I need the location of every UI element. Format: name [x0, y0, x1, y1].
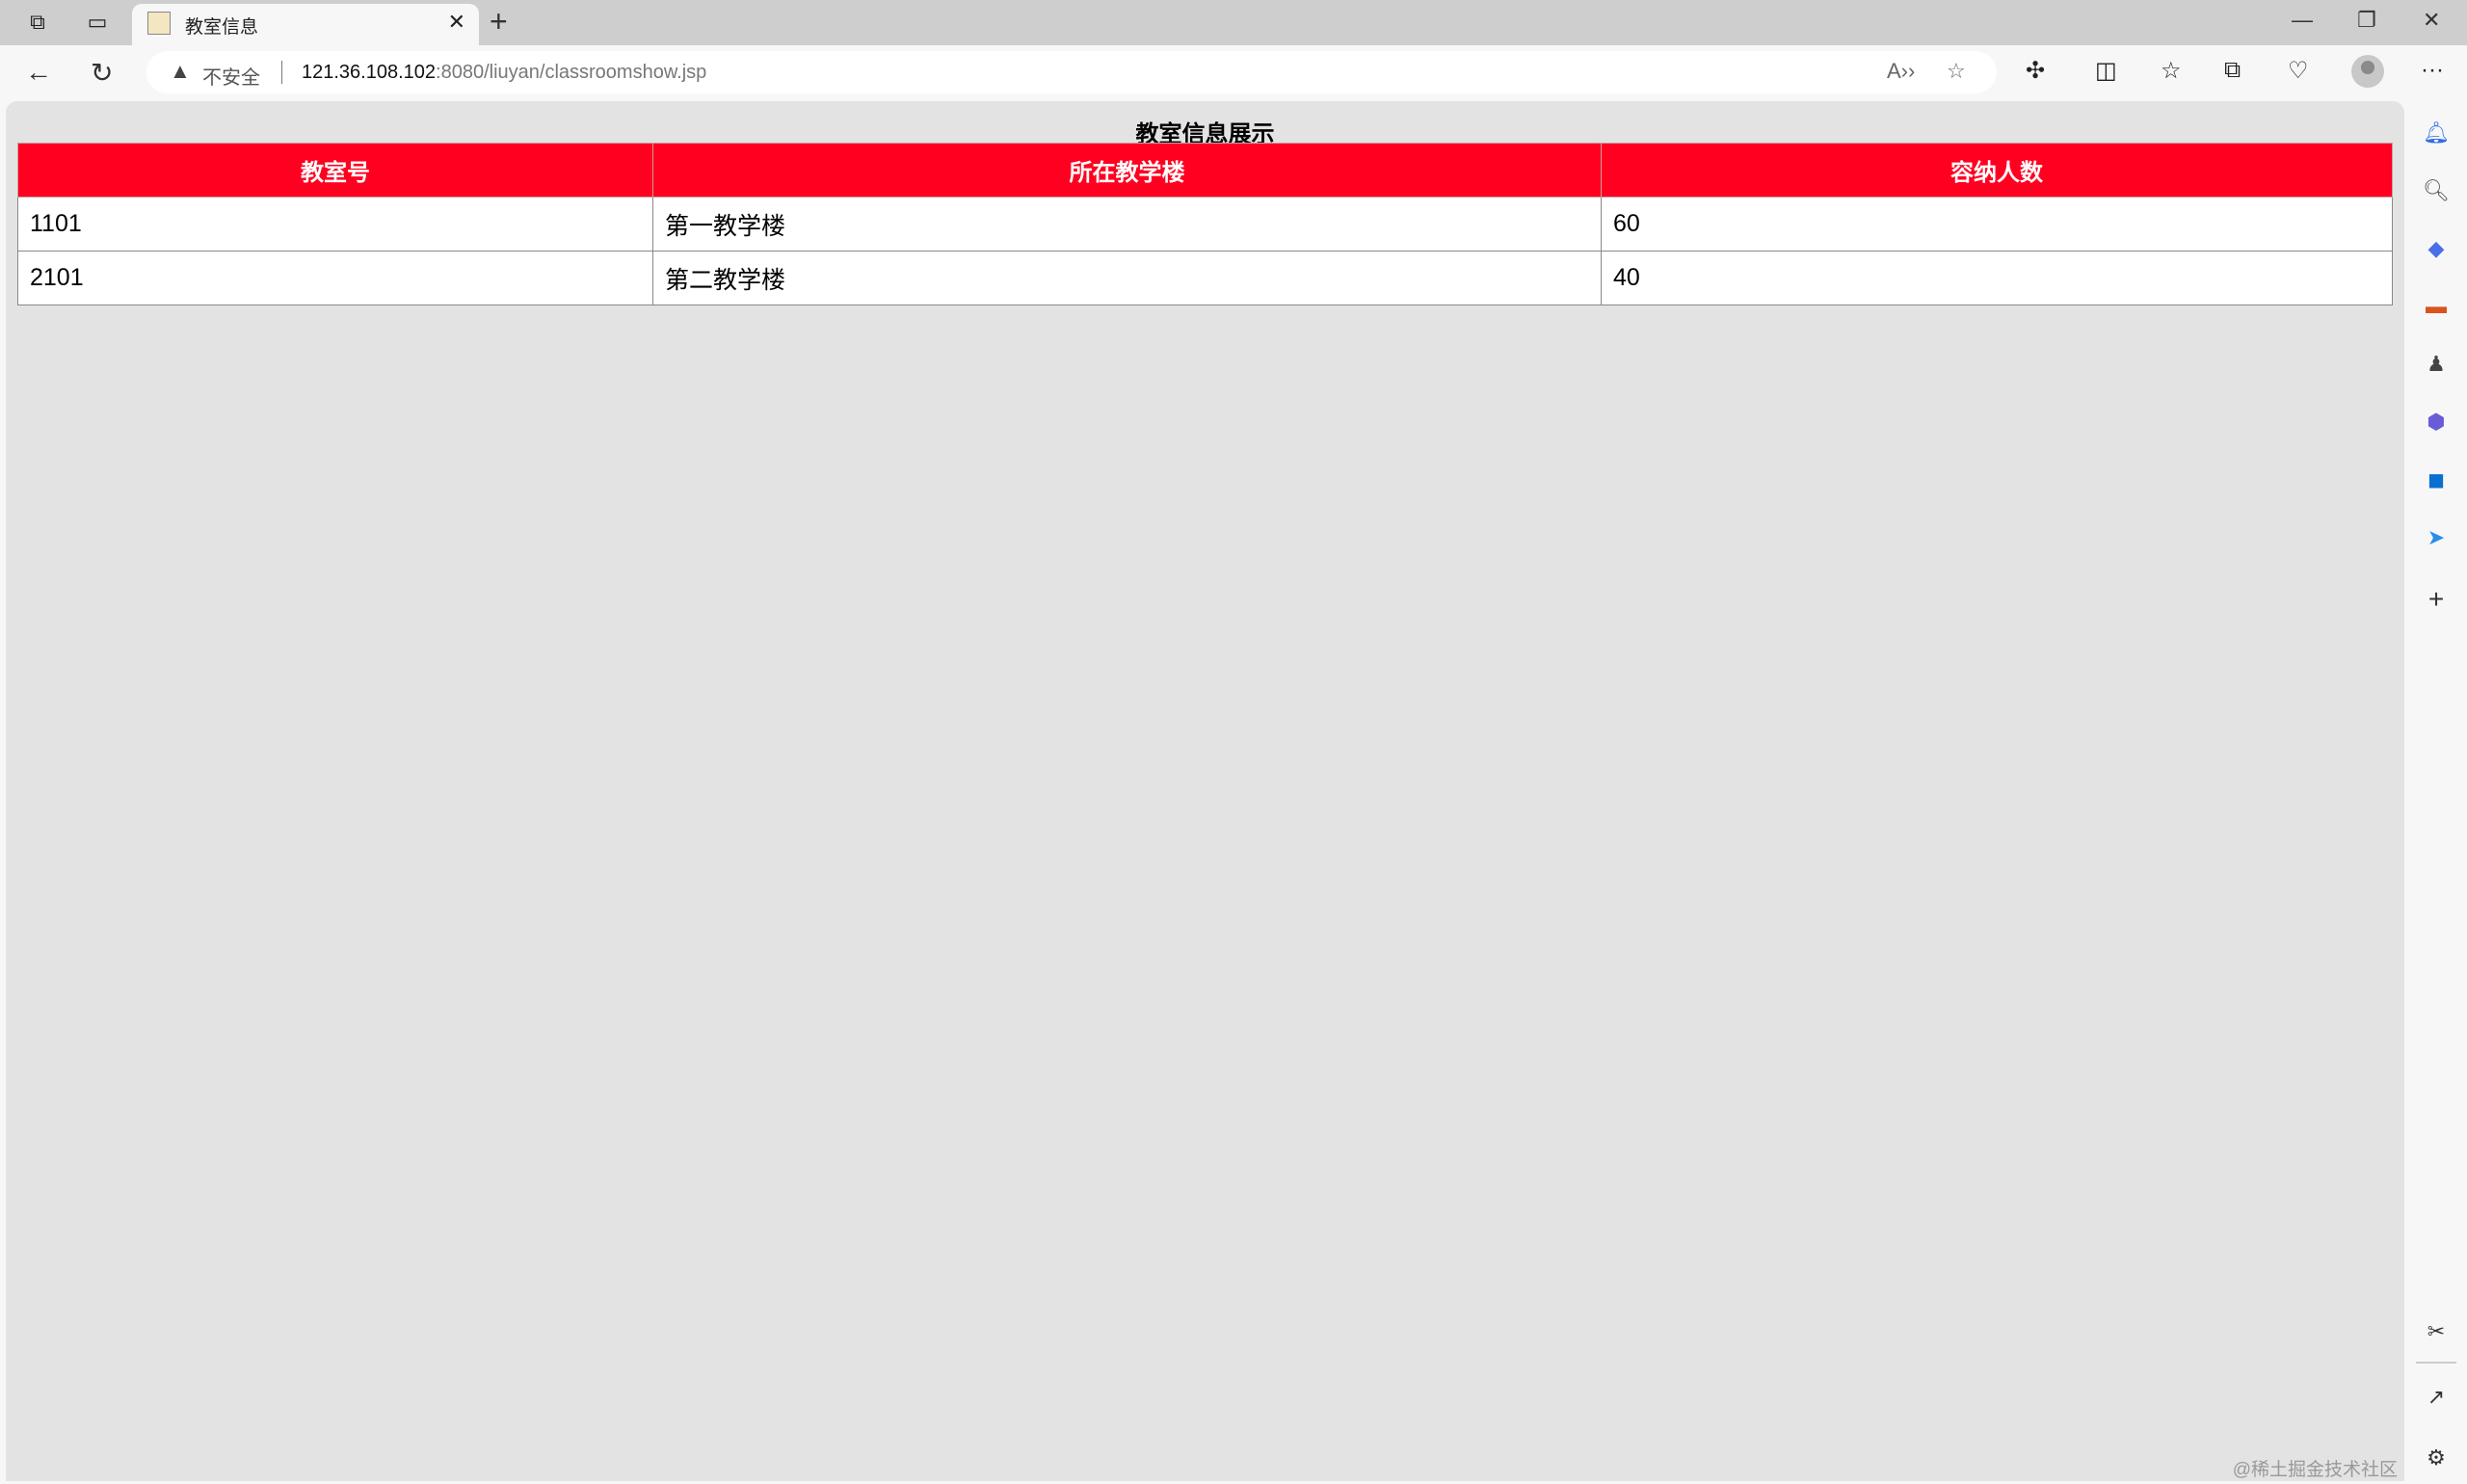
favorites-icon[interactable]: ☆ [2161, 58, 2182, 84]
url-host: 121.36.108.102 [302, 62, 437, 83]
vertical-tabs-icon[interactable]: ▭ [87, 10, 108, 34]
column-header: 容纳人数 [1601, 143, 2393, 198]
office-icon[interactable]: ⬢ [2427, 410, 2446, 434]
bell-icon[interactable]: 🔔︎ [2423, 120, 2450, 145]
table-cell: 60 [1601, 197, 2393, 252]
table-row: 1101 第一教学楼 60 [17, 197, 2393, 252]
browser-essentials-icon[interactable]: ♡ [2288, 58, 2309, 84]
avatar[interactable] [2351, 55, 2384, 88]
games-icon[interactable]: ♟ [2427, 352, 2446, 376]
extensions-icon[interactable]: ✣ [2026, 58, 2046, 84]
send-icon[interactable]: ➤ [2427, 525, 2446, 549]
close-tab-icon[interactable]: ✕ [447, 10, 465, 34]
tab-title: 教室信息 [185, 17, 259, 38]
read-aloud-icon[interactable]: A›› [1887, 59, 1916, 83]
tomcat-icon [147, 12, 171, 35]
collections-icon[interactable]: ⧉ [2224, 57, 2242, 83]
settings-icon[interactable]: ⚙ [2427, 1445, 2446, 1470]
table-row: 2101 第二教学楼 40 [17, 251, 2393, 305]
refresh-button[interactable]: ↻ [91, 58, 114, 88]
new-tab-button[interactable]: + [490, 4, 508, 39]
toolbox-icon[interactable]: ▬ [2426, 294, 2447, 318]
classroom-table: 教室号 所在教学楼 容纳人数 1101 第一教学楼 60 2101 第二教学楼 … [17, 143, 2393, 305]
close-window-button[interactable]: ✕ [2423, 8, 2441, 32]
back-button[interactable]: ← [25, 57, 52, 87]
table-cell: 第二教学楼 [652, 251, 1602, 305]
search-icon[interactable]: 🔍︎ [2423, 178, 2450, 202]
table-cell: 2101 [17, 251, 653, 305]
url-text[interactable]: 121.36.108.102:8080/liuyan/classroomshow… [302, 62, 706, 84]
tab-active[interactable]: 教室信息 ✕ [132, 4, 479, 45]
security-label[interactable]: 不安全 [202, 67, 260, 89]
table-cell: 40 [1601, 251, 2393, 305]
more-icon[interactable]: ··· [2421, 57, 2444, 83]
tab-bar: ⧉ ▭ 教室信息 ✕ + — ❐ ✕ [0, 0, 2467, 45]
edge-sidebar: 🔔︎ 🔍︎ ◆ ▬ ♟ ⬢ ◼ ➤ + ✂ ↗ ⚙ [2404, 101, 2467, 1484]
table-header: 教室号 所在教学楼 容纳人数 [17, 143, 2393, 198]
tag-icon[interactable]: ◆ [2427, 236, 2445, 260]
divider [281, 61, 282, 84]
add-icon[interactable]: + [2427, 584, 2445, 614]
address-bar[interactable]: ▲ 不安全 121.36.108.102:8080/liuyan/classro… [146, 51, 1997, 93]
watermark: @稀土掘金技术社区 [2232, 1460, 2398, 1480]
minimize-button[interactable]: — [2292, 8, 2313, 32]
split-screen-icon[interactable]: ◫ [2095, 58, 2117, 84]
column-header: 教室号 [17, 143, 653, 198]
open-external-icon[interactable]: ↗ [2427, 1385, 2446, 1409]
url-path: :8080/liuyan/classroomshow.jsp [436, 62, 707, 83]
warning-icon: ▲ [170, 59, 191, 83]
restore-button[interactable]: ❐ [2357, 8, 2376, 32]
table-cell: 1101 [17, 197, 653, 252]
toolbar: ← ↻ ▲ 不安全 121.36.108.102:8080/liuyan/cla… [0, 45, 2467, 101]
page-content: 教室信息展示 教室号 所在教学楼 容纳人数 1101 第一教学楼 60 2101… [6, 101, 2404, 1481]
divider [2416, 1362, 2456, 1364]
column-header: 所在教学楼 [652, 143, 1602, 198]
table-cell: 第一教学楼 [652, 197, 1602, 252]
screenshot-icon[interactable]: ✂ [2427, 1319, 2446, 1343]
favorite-star-icon[interactable]: ☆ [1947, 59, 1966, 83]
workspaces-icon[interactable]: ⧉ [30, 10, 45, 34]
outlook-icon[interactable]: ◼ [2427, 467, 2446, 491]
